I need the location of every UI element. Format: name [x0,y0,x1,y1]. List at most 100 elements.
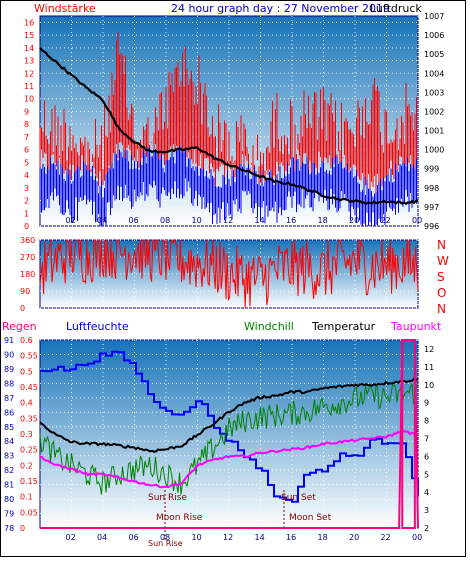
y-right-tick-label: 1001 [424,127,444,136]
y-left-tick-label: 0 [20,304,25,313]
humidity-header: Luftfeuchte [66,320,129,333]
x-tick-label: 06 [129,533,139,542]
y-left-tick-label: 14 [24,44,34,53]
y-temp-tick-label: 8 [424,417,429,426]
y-left-tick-label: 13 [24,57,34,66]
y-right-tick-label: 1006 [424,31,444,40]
y-rain-tick-label: 0.3 [20,430,33,439]
y-rain-tick-label: 0 [20,524,25,533]
y-left-tick-label: 3 [24,184,29,193]
pressure-line [39,47,419,206]
y-left-tick-label: 10 [24,95,34,104]
y-temp-tick-label: 12 [424,345,434,354]
y-left-tick-label: 90 [20,287,30,296]
direction-labels: N W S O N [437,238,449,316]
header-left: Windstärke [34,2,96,15]
header-center: 24 hour graph day : 27 November 2019 [171,2,390,15]
y-rain-tick-label: 0.25 [20,446,38,455]
rain-header: Regen [2,320,37,333]
x-tick-label: 04 [97,216,107,225]
y-humidity-tick-label: 81 [4,481,14,490]
y-right-tick-label: 999 [424,165,439,174]
windchill-line [39,382,419,495]
moon-rise-label: Moon Rise [156,513,203,523]
y-rain-tick-label: 0.6 [20,336,33,345]
y-left-tick-label: 6 [24,146,29,155]
x-tick-label: 00 [412,216,422,225]
y-temp-tick-label: 7 [424,434,429,443]
y-rain-tick-label: 0.1 [20,493,33,502]
y-left-tick-label: 16 [24,18,34,27]
x-tick-label: 20 [349,533,359,542]
y-rain-tick-label: 0.4 [20,399,33,408]
x-tick-label: 12 [223,533,233,542]
wind-direction-line [39,238,419,309]
y-temp-tick-label: 6 [424,452,429,461]
y-left-tick-label: 1 [24,209,29,218]
x-tick-label: 02 [66,216,76,225]
x-tick-label: 10 [192,216,202,225]
y-left-tick-label: 0 [24,222,29,231]
x-tick-label: 18 [318,533,328,542]
temperature-header: Temperatur [311,320,376,333]
y-right-tick-label: 1000 [424,146,444,155]
x-tick-label: 02 [66,533,76,542]
axes-layer: 0123456789101112131415169969979989991000… [4,12,444,542]
x-tick-label: 00 [412,533,422,542]
bottom-sunrise-label: Sun Rise [148,539,183,548]
y-humidity-tick-label: 80 [4,495,14,504]
y-rain-tick-label: 0.5 [20,367,33,376]
y-temp-tick-label: 2 [424,524,429,533]
x-tick-label: 18 [318,216,328,225]
y-rain-tick-label: 0.15 [20,477,38,486]
y-right-tick-label: 1007 [424,12,444,21]
x-tick-label: 20 [349,216,359,225]
x-tick-label: 16 [286,216,296,225]
series-layer [39,32,419,529]
y-temp-tick-label: 4 [424,488,429,497]
sun-set-label: Sun Set [281,493,316,503]
y-right-tick-label: 997 [424,203,439,212]
y-rain-tick-label: 0.05 [20,508,38,517]
y-rain-tick-label: 0.55 [20,352,38,361]
x-tick-label: 06 [129,216,139,225]
direction-label: W [437,254,449,268]
y-humidity-tick-label: 78 [4,524,14,533]
x-tick-label: 14 [255,533,265,542]
dewpoint-header: Taupunkt [390,320,442,333]
y-temp-tick-label: 5 [424,470,429,479]
windchill-header: Windchill [244,320,294,333]
x-tick-label: 22 [381,216,391,225]
dewpoint-line [39,430,419,489]
y-left-tick-label: 270 [20,253,35,262]
y-left-tick-label: 15 [24,31,34,40]
y-left-tick-label: 11 [24,82,34,91]
y-humidity-tick-label: 82 [4,466,14,475]
y-left-tick-label: 4 [24,171,29,180]
y-humidity-tick-label: 91 [4,336,14,345]
direction-label: N [437,238,446,252]
y-right-tick-label: 998 [424,184,439,193]
y-rain-tick-label: 0.2 [20,461,33,470]
y-left-tick-label: 12 [24,69,34,78]
y-left-tick-label: 5 [24,158,29,167]
y-humidity-tick-label: 83 [4,452,14,461]
x-tick-label: 08 [160,533,170,542]
temperature-line [39,377,419,453]
direction-label: S [437,270,445,284]
y-rain-tick-label: 0.45 [20,383,38,392]
x-tick-label: 22 [381,533,391,542]
y-humidity-tick-label: 85 [4,423,14,432]
x-tick-label: 04 [97,533,107,542]
x-tick-label: 16 [286,533,296,542]
y-temp-tick-label: 10 [424,381,434,390]
y-right-tick-label: 1003 [424,88,444,97]
y-left-tick-label: 7 [24,133,29,142]
y-humidity-tick-label: 84 [4,437,14,446]
sun-rise-label: Sun Rise [148,493,187,503]
x-tick-label: 14 [255,216,265,225]
y-temp-tick-label: 3 [424,506,429,515]
moon-set-label: Moon Set [289,513,332,523]
